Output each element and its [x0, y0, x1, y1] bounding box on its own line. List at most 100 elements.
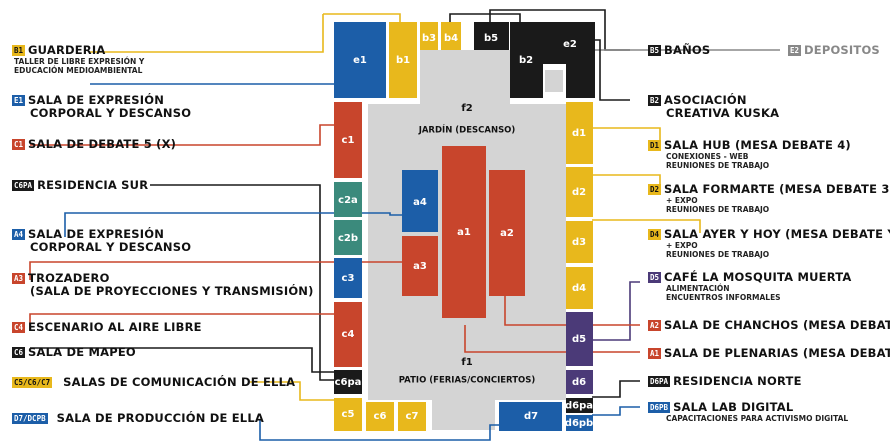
legend-d1: D1 SALA HUB (MESA DEBATE 4) CONEXIONES - … [648, 139, 851, 170]
legend-c1: C1 SALA DE DEBATE 5 (X) [12, 138, 176, 151]
svg-text:b2: b2 [519, 55, 533, 66]
svg-text:e2: e2 [563, 39, 577, 50]
legend-title: SALA DE CHANCHOS (MESA DEBATE 2) [664, 318, 890, 332]
badge-b1: B1 [12, 45, 26, 56]
zone-f2-name: JARDÍN (DESCANSO) [418, 124, 516, 136]
room-d6pb[interactable]: d6pb [565, 415, 593, 431]
svg-text:c3: c3 [342, 273, 355, 284]
legend-subtitle: + EXPO [666, 241, 698, 250]
room-a4[interactable]: a4 [402, 170, 438, 232]
room-d1[interactable]: d1 [566, 102, 593, 164]
svg-text:c6pa: c6pa [335, 377, 362, 388]
room-a3[interactable]: a3 [402, 236, 438, 296]
legend-title: GUARDERIA [28, 43, 106, 57]
badge-c1: C1 [12, 139, 26, 150]
legend-subtitle: CAPACITACIONES PARA ACTIVISMO DIGITAL [666, 414, 849, 423]
room-a1[interactable]: a1 [442, 146, 486, 318]
legend-title-line2: CREATIVA KUSKA [666, 106, 780, 120]
legend-b1: B1 GUARDERIA TALLER DE LIBRE EXPRESIÓN Y … [12, 44, 144, 75]
svg-text:c6: c6 [374, 411, 387, 422]
legend-e1: E1 SALA DE EXPRESIÓN CORPORAL Y DESCANSO [12, 94, 191, 120]
badge-c6: C6 [12, 347, 26, 358]
badge-a1: A1 [648, 348, 662, 359]
svg-text:c2b: c2b [338, 233, 358, 244]
room-c6pa[interactable]: c6pa [334, 370, 362, 394]
legend-subtitle: REUNIONES DE TRABAJO [666, 250, 770, 259]
svg-text:c2a: c2a [338, 195, 358, 206]
legend-subtitle: REUNIONES DE TRABAJO [666, 205, 770, 214]
room-d5[interactable]: d5 [566, 312, 593, 366]
room-e1[interactable]: e1 [334, 22, 386, 98]
legend-title: SALA DE PLENARIAS (MESA DEBATE 1) [664, 346, 890, 360]
legend-d2: D2 SALA FORMARTE (MESA DEBATE 3) + EXPO R… [648, 183, 890, 214]
room-b1[interactable]: b1 [389, 22, 417, 98]
badge-d6pb: D6PB [648, 402, 671, 413]
legend-d7-dcpb: D7/DCPB SALA DE PRODUCCIÓN DE ELLA [12, 412, 264, 425]
legend-subtitle: CONEXIONES - WEB [666, 152, 749, 161]
room-b4[interactable]: b4 [441, 22, 461, 50]
room-d6[interactable]: d6 [566, 370, 593, 394]
room-c2a[interactable]: c2a [334, 182, 362, 217]
badge-a2: A2 [648, 320, 662, 331]
room-d6pa[interactable]: d6pa [565, 398, 593, 413]
svg-text:c1: c1 [342, 135, 355, 146]
svg-text:a1: a1 [457, 227, 471, 238]
legend-title: SALA FORMARTE (MESA DEBATE 3) [664, 182, 890, 196]
legend-subtitle: ALIMENTACIÓN [666, 284, 730, 293]
svg-text:b4: b4 [444, 33, 458, 44]
room-d7[interactable]: d7 [499, 402, 562, 431]
room-d2[interactable]: d2 [566, 167, 593, 217]
legend-c6pa: C6PA RESIDENCIA SUR [12, 179, 148, 192]
room-b5[interactable]: b5 [474, 22, 509, 50]
room-b2[interactable]: b2 [510, 22, 595, 98]
legend-d5: D5 CAFÉ LA MOSQUITA MUERTA ALIMENTACIÓN E… [648, 271, 852, 302]
room-c6[interactable]: c6 [366, 402, 394, 431]
badge-c5-c6-c7: C5/C6/C7 [12, 377, 53, 388]
svg-text:a3: a3 [413, 261, 427, 272]
legend-title: SALA HUB (MESA DEBATE 4) [664, 138, 851, 152]
legend-title: ASOCIACIÓN [664, 93, 747, 107]
room-c1[interactable]: c1 [334, 102, 362, 178]
svg-text:d6pa: d6pa [565, 401, 593, 412]
zone-labels: f2 JARDÍN (DESCANSO) f1 PATIO (FERIAS/CO… [399, 103, 536, 386]
legend-title: RESIDENCIA SUR [37, 178, 149, 192]
room-d3[interactable]: d3 [566, 221, 593, 263]
room-c7[interactable]: c7 [398, 402, 426, 431]
svg-text:d6pb: d6pb [565, 418, 593, 429]
legend-title: SALA DE EXPRESIÓN [28, 93, 165, 107]
legend-e2: E2 DEPOSITOS [788, 44, 880, 57]
badge-d4: D4 [648, 229, 662, 240]
badge-a3: A3 [12, 273, 26, 284]
legend-a4: A4 SALA DE EXPRESIÓN CORPORAL Y DESCANSO [12, 228, 191, 254]
legend-title: SALA LAB DIGITAL [673, 400, 794, 414]
svg-text:d5: d5 [572, 334, 586, 345]
svg-text:d6: d6 [572, 377, 586, 388]
badge-b5: B5 [648, 45, 662, 56]
legend-title: SALA AYER Y HOY (MESA DEBATE Y) [664, 227, 890, 241]
room-d4[interactable]: d4 [566, 267, 593, 309]
legend-title: SALA DE PRODUCCIÓN DE ELLA [56, 411, 264, 425]
legend-title: DEPOSITOS [804, 43, 880, 57]
room-c5[interactable]: c5 [334, 398, 362, 431]
badge-d5: D5 [648, 272, 662, 283]
svg-text:d1: d1 [572, 128, 586, 139]
room-a2[interactable]: a2 [489, 170, 525, 296]
svg-text:c4: c4 [342, 329, 355, 340]
badge-d7-dcpb: D7/DCPB [12, 413, 48, 424]
svg-text:a4: a4 [413, 197, 427, 208]
legend-b2: B2 ASOCIACIÓN CREATIVA KUSKA [648, 94, 779, 120]
room-c4[interactable]: c4 [334, 302, 362, 367]
badge-d2: D2 [648, 184, 662, 195]
room-c2b[interactable]: c2b [334, 220, 362, 255]
legend-subtitle: + EXPO [666, 196, 698, 205]
legend-d6pa: D6PA RESIDENCIA NORTE [648, 375, 802, 388]
svg-text:b3: b3 [422, 33, 436, 44]
svg-text:d2: d2 [572, 187, 586, 198]
zone-f2-code: f2 [461, 103, 472, 114]
room-e2[interactable]: e2 [543, 22, 595, 64]
legend-title: TROZADERO [28, 271, 110, 285]
room-b3[interactable]: b3 [420, 22, 438, 50]
room-c3[interactable]: c3 [334, 258, 362, 298]
